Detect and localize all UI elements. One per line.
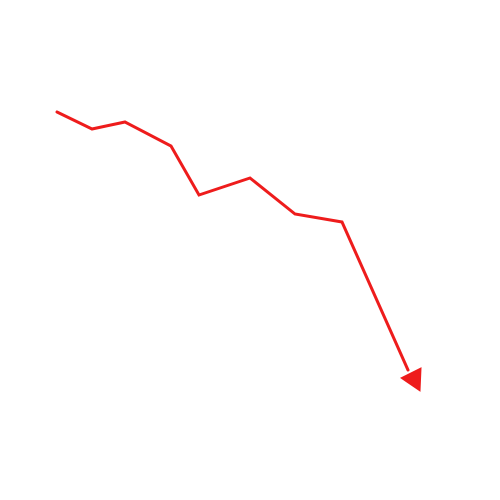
arrow-head	[400, 367, 422, 392]
trend-line	[55, 110, 410, 372]
